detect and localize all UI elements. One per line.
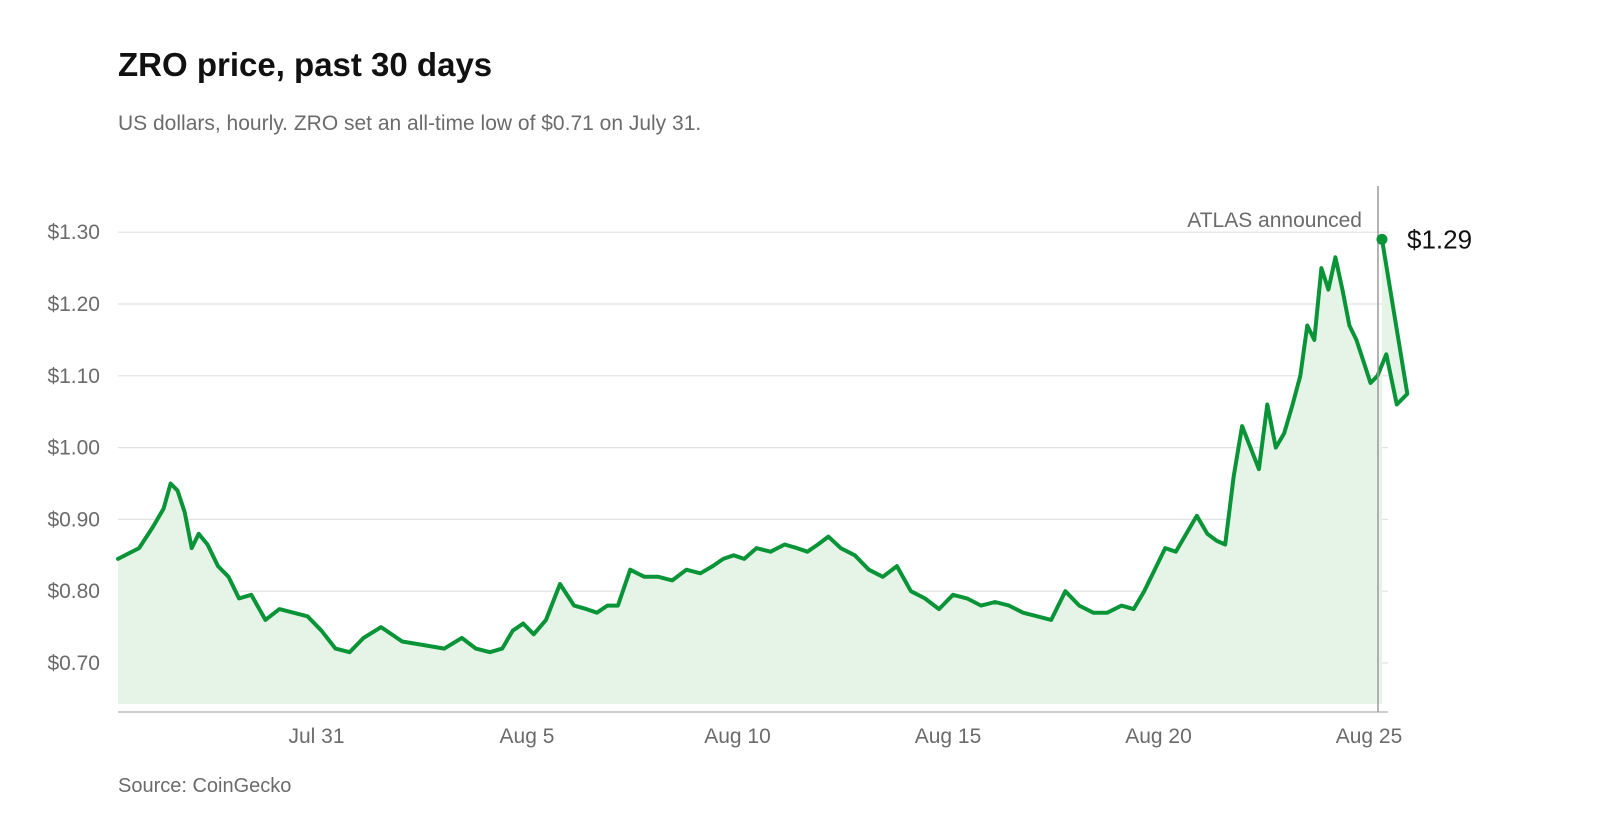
x-tick-label: Aug 25 [1336, 725, 1403, 748]
chart-subtitle: US dollars, hourly. ZRO set an all-time … [118, 112, 702, 135]
price-area-layer [116, 237, 1410, 704]
x-axis: Jul 31 Aug 5 Aug 10 Aug 15 Aug 20 Aug 25 [288, 725, 1402, 748]
price-area [118, 239, 1408, 704]
y-tick-label: $0.90 [47, 508, 100, 531]
annotation-label: ATLAS announced [1187, 209, 1362, 232]
y-tick-label: $1.00 [47, 437, 100, 460]
price-line [116, 237, 1410, 655]
y-axis: $0.70 $0.80 $0.90 $1.00 $1.10 $1.20 $1.30 [47, 221, 100, 675]
y-tick-label: $1.10 [47, 365, 100, 388]
x-tick-label: Jul 31 [288, 725, 344, 748]
last-price-label: $1.29 [1407, 224, 1472, 254]
y-tick-label: $1.30 [47, 221, 100, 244]
y-tick-label: $0.80 [47, 580, 100, 603]
last-price-dot [1376, 233, 1388, 245]
y-tick-label: $1.20 [47, 293, 100, 316]
x-tick-label: Aug 10 [704, 725, 771, 748]
x-tick-label: Aug 15 [915, 725, 982, 748]
y-tick-label: $0.70 [47, 652, 100, 675]
x-tick-label: Aug 5 [500, 725, 555, 748]
x-tick-label: Aug 20 [1125, 725, 1192, 748]
annotations: ATLAS announced $1.29 [1187, 186, 1472, 712]
chart-title: ZRO price, past 30 days [118, 46, 493, 83]
source-note: Source: CoinGecko [118, 775, 292, 797]
